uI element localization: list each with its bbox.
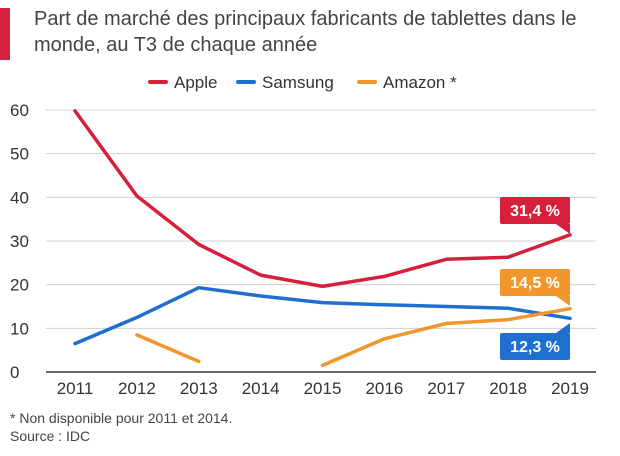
callout-box-apple [500, 197, 570, 224]
x-tick-label: 2012 [118, 379, 156, 398]
series-line-samsung [73, 285, 572, 346]
callout-apple: 31,4 % [500, 197, 570, 234]
y-tick-label: 0 [10, 363, 19, 382]
y-axis-ticks: 0 10 20 30 40 50 60 [10, 101, 29, 382]
legend-label-apple: Apple [174, 73, 217, 92]
callout-label-amazon: 14,5 % [510, 275, 560, 292]
callout-samsung: 12,3 % [500, 323, 570, 360]
series-line-apple [73, 109, 572, 289]
series-lines [73, 109, 572, 368]
value-callouts: 31,4 % 12,3 % 14,5 % [500, 197, 570, 360]
x-tick-label: 2017 [427, 379, 465, 398]
legend-label-amazon: Amazon * [383, 73, 457, 92]
grid-lines [46, 109, 596, 373]
y-tick-label: 20 [10, 276, 29, 295]
callout-pointer-amazon [556, 296, 570, 306]
series-line-amazon-1 [135, 333, 201, 364]
y-tick-label: 50 [10, 145, 29, 164]
legend: Apple Samsung Amazon * [148, 73, 457, 92]
x-axis-ticks: 2011 2012 2013 2014 2015 2016 2017 2018 2019 [57, 379, 589, 398]
callout-box-samsung [500, 333, 570, 360]
x-tick-label: 2013 [180, 379, 218, 398]
x-tick-label: 2015 [304, 379, 342, 398]
source-note: Source : IDC [10, 428, 91, 444]
series-line-amazon-2 [320, 306, 572, 368]
callout-pointer-samsung [556, 323, 570, 333]
callout-label-apple: 31,4 % [510, 203, 560, 220]
x-tick-label: 2019 [551, 379, 589, 398]
chart-title: Part de marché des principaux fabricants… [34, 8, 577, 56]
y-tick-label: 10 [10, 319, 29, 338]
y-tick-label: 40 [10, 188, 29, 207]
callout-label-samsung: 12,3 % [510, 339, 560, 356]
callout-amazon: 14,5 % [500, 269, 570, 306]
callout-box-amazon [500, 269, 570, 296]
x-tick-label: 2011 [57, 379, 94, 398]
x-tick-label: 2018 [489, 379, 527, 398]
y-tick-label: 60 [10, 101, 29, 120]
x-tick-label: 2014 [242, 379, 280, 398]
x-tick-label: 2016 [365, 379, 403, 398]
legend-label-samsung: Samsung [262, 73, 334, 92]
y-tick-label: 30 [10, 232, 29, 251]
title-accent-bar [0, 8, 10, 60]
footnote: * Non disponible pour 2011 et 2014. [10, 410, 233, 426]
callout-pointer-apple [556, 224, 570, 234]
